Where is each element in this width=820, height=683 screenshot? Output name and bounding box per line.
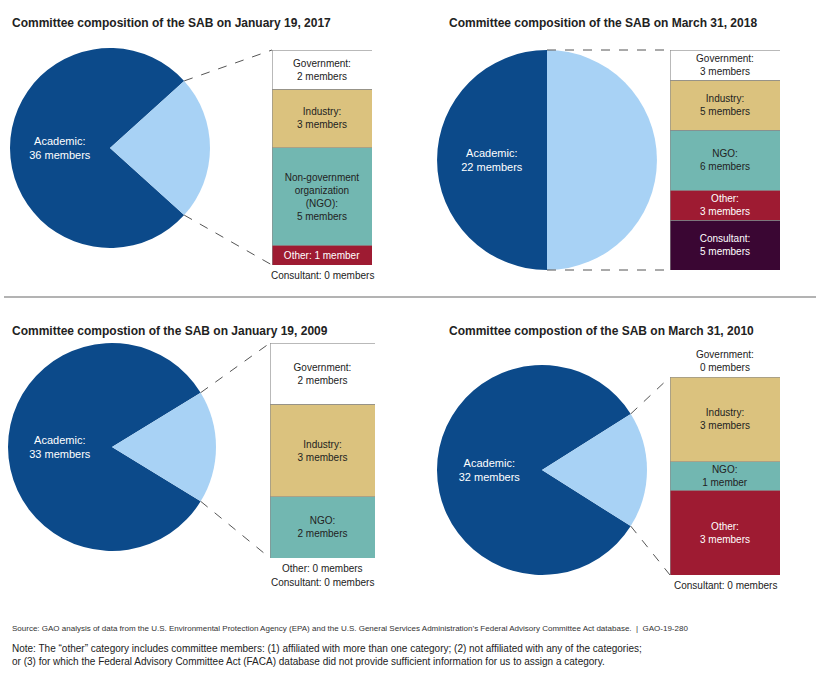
svg-text:Other:3 members: Other:3 members — [700, 193, 750, 217]
svg-text:Consultant: 0 members: Consultant: 0 members — [674, 580, 777, 591]
svg-text:Government:0 members: Government:0 members — [696, 349, 754, 373]
svg-text:NGO:1 member: NGO:1 member — [702, 464, 748, 488]
svg-text:Government:3 members: Government:3 members — [696, 53, 754, 77]
svg-text:Industry:3 members: Industry:3 members — [700, 407, 750, 431]
svg-text:Industry:5 members: Industry:5 members — [700, 93, 750, 117]
svg-text:Other: 0 members: Other: 0 members — [282, 563, 363, 574]
svg-text:Academic:33 members: Academic:33 members — [29, 434, 91, 460]
svg-text:Academic:22 members: Academic:22 members — [461, 147, 523, 173]
svg-text:NGO:6 members: NGO:6 members — [700, 148, 750, 172]
svg-text:Government:2 members: Government:2 members — [293, 58, 351, 82]
svg-text:Committee compostion of the SA: Committee compostion of the SAB on Janua… — [12, 324, 328, 338]
svg-text:Government:2 members: Government:2 members — [294, 362, 352, 386]
svg-text:Consultant: 0 members: Consultant: 0 members — [271, 270, 374, 281]
svg-text:Industry:3 members: Industry:3 members — [297, 106, 347, 130]
svg-text:Other: 1 member: Other: 1 member — [284, 250, 360, 261]
svg-text:Academic:36 members: Academic:36 members — [29, 135, 91, 161]
svg-text:Committee compostion of the SA: Committee compostion of the SAB on March… — [449, 324, 754, 338]
svg-text:Industry:3 members: Industry:3 members — [297, 439, 347, 463]
svg-text:Committee composition of the S: Committee composition of the SAB on Janu… — [12, 16, 331, 30]
svg-text:Other:3 members: Other:3 members — [700, 521, 750, 545]
svg-text:NGO:2 members: NGO:2 members — [297, 515, 347, 539]
svg-text:Academic:32 members: Academic:32 members — [459, 457, 521, 483]
svg-text:Non-governmentorganization(NGO: Non-governmentorganization(NGO):5 member… — [285, 172, 360, 222]
svg-text:Source: GAO analysis of data f: Source: GAO analysis of data from the U.… — [12, 624, 688, 633]
svg-text:Note: The “other” category inc: Note: The “other” category includes comm… — [12, 643, 642, 667]
svg-text:Consultant: 0 members: Consultant: 0 members — [271, 577, 374, 588]
svg-text:Consultant:5 members: Consultant:5 members — [700, 233, 751, 257]
svg-text:Committee composition of the S: Committee composition of the SAB on Marc… — [449, 16, 757, 30]
